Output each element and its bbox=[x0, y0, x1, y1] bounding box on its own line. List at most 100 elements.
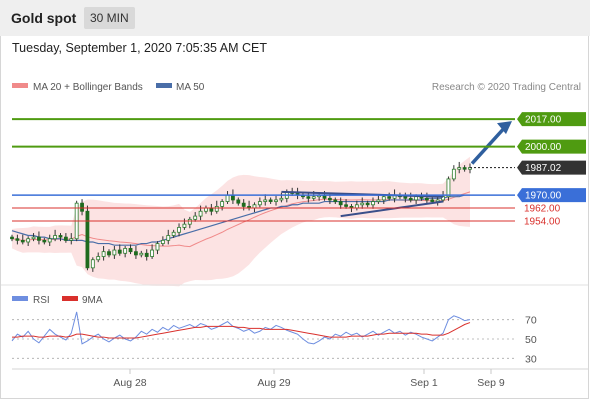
candle bbox=[171, 229, 176, 238]
candle bbox=[333, 197, 338, 204]
candle-body bbox=[112, 249, 117, 256]
rsi-line bbox=[11, 311, 471, 345]
candle-body bbox=[101, 251, 106, 257]
level-tag bbox=[517, 188, 586, 203]
x-tick-sep-9: Sep 9 bbox=[477, 369, 505, 389]
candle bbox=[446, 176, 451, 201]
candle-body bbox=[20, 239, 25, 243]
candle bbox=[47, 234, 52, 247]
trendline-upper bbox=[281, 190, 444, 198]
level-1987.02: 1987.02 bbox=[470, 160, 586, 175]
candle-body bbox=[328, 197, 332, 201]
rsi-tick-30: 30 bbox=[12, 353, 537, 365]
x-tick-label: Aug 29 bbox=[257, 377, 290, 389]
candle bbox=[80, 199, 84, 216]
candle-body bbox=[263, 199, 268, 202]
rsi-tick-70: 70 bbox=[12, 315, 537, 327]
candle-body bbox=[381, 196, 386, 201]
chart-frame bbox=[0, 36, 589, 399]
candle-body bbox=[193, 215, 198, 220]
candle-body bbox=[462, 167, 467, 170]
candle-body bbox=[123, 248, 128, 254]
candle-body bbox=[268, 199, 273, 202]
candle bbox=[257, 197, 262, 208]
candle bbox=[451, 165, 456, 182]
candle-body bbox=[457, 167, 462, 170]
candle bbox=[214, 200, 219, 214]
candle bbox=[177, 223, 181, 237]
candle-body bbox=[187, 218, 192, 225]
candle-body bbox=[177, 227, 181, 233]
candle bbox=[241, 199, 246, 211]
rsi-plot-area: 70 50 30 bbox=[11, 311, 537, 365]
rsi-tick-label: 30 bbox=[525, 353, 537, 365]
candle-body bbox=[274, 199, 278, 202]
rsi-ma-legend-swatch bbox=[62, 296, 78, 301]
candle bbox=[101, 246, 106, 261]
level-label: 2017.00 bbox=[525, 115, 562, 126]
candle-body bbox=[90, 259, 95, 269]
candle-body bbox=[134, 251, 138, 256]
candle-body bbox=[311, 196, 316, 199]
candle-body bbox=[53, 235, 58, 240]
rsi-tick-50: 50 bbox=[12, 334, 537, 346]
candle bbox=[134, 246, 138, 259]
candle bbox=[150, 244, 154, 259]
candle bbox=[182, 218, 187, 230]
candle bbox=[128, 244, 133, 255]
candle bbox=[236, 197, 241, 206]
candle-body bbox=[139, 252, 144, 256]
candle bbox=[90, 257, 95, 272]
candle bbox=[10, 234, 14, 242]
candle bbox=[15, 234, 20, 245]
candle bbox=[31, 233, 36, 242]
candle-body bbox=[257, 201, 262, 206]
candle-body bbox=[107, 251, 111, 256]
candle-body bbox=[155, 243, 160, 251]
candle bbox=[462, 165, 467, 172]
level-tag bbox=[517, 112, 586, 127]
level-1970.00: 1970.00 bbox=[12, 188, 586, 203]
candle-body bbox=[198, 210, 203, 217]
candle-body bbox=[63, 236, 68, 241]
candle-body bbox=[371, 201, 375, 206]
candle bbox=[376, 194, 381, 204]
candle bbox=[274, 195, 278, 206]
candle-body bbox=[80, 202, 84, 212]
candle-body bbox=[69, 238, 74, 241]
x-tick-label: Aug 28 bbox=[113, 377, 146, 389]
level-1962.00: 1962.00 bbox=[12, 204, 561, 215]
candle bbox=[338, 197, 343, 209]
candle-body bbox=[144, 252, 149, 257]
timeframe-badge[interactable]: 30 MIN bbox=[84, 7, 135, 29]
candle bbox=[268, 197, 273, 204]
candle bbox=[117, 244, 122, 256]
x-tick-aug-28: Aug 28 bbox=[113, 369, 147, 389]
candle bbox=[123, 246, 128, 258]
candle-body bbox=[403, 196, 408, 199]
candle bbox=[26, 236, 31, 247]
candle-body bbox=[31, 236, 36, 240]
candle-body bbox=[166, 235, 171, 241]
candle-body bbox=[408, 197, 413, 201]
bollinger-band bbox=[12, 156, 470, 287]
candle-body bbox=[451, 168, 456, 180]
candle-body bbox=[387, 196, 392, 199]
level-tag bbox=[517, 160, 586, 175]
candle-body bbox=[182, 223, 187, 228]
candle-body bbox=[220, 201, 225, 207]
candle bbox=[155, 241, 160, 255]
level-label: 2000.00 bbox=[525, 142, 562, 153]
candle bbox=[63, 233, 68, 243]
level-2000.00: 2000.00 bbox=[12, 139, 586, 154]
candle-body bbox=[37, 236, 41, 241]
candle bbox=[53, 229, 58, 242]
candle bbox=[193, 212, 198, 222]
candle bbox=[344, 199, 348, 209]
candle-body bbox=[150, 249, 154, 257]
candle-body bbox=[306, 196, 311, 199]
candle bbox=[96, 252, 101, 263]
level-label: 1987.02 bbox=[525, 163, 562, 174]
level-label: 1970.00 bbox=[525, 191, 562, 202]
